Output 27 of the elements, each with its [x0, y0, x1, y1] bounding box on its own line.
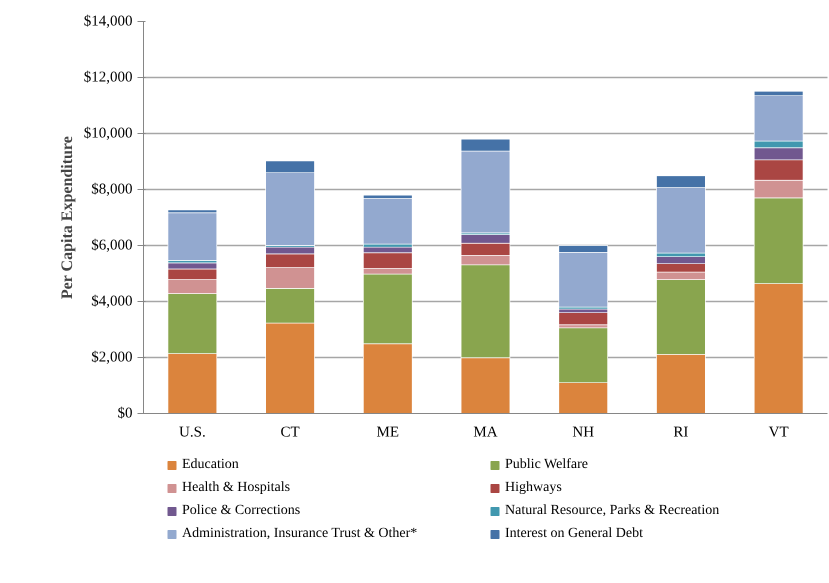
x-tick-label: NH — [572, 424, 594, 440]
legend-label: Police & Corrections — [182, 503, 302, 519]
legend-label: Natural Resource, Parks & Recreation — [505, 503, 720, 519]
x-tick-label: ME — [376, 424, 400, 440]
y-tick-label: $14,000 — [84, 14, 132, 30]
legend-label: Interest on General Debt — [505, 526, 644, 542]
y-tick-label: $0 — [118, 406, 132, 422]
x-tick-label: MA — [473, 424, 498, 440]
legend-label: Public Welfare — [505, 457, 589, 473]
legend-label: Health & Hospitals — [182, 480, 292, 496]
legend-label: Education — [182, 457, 240, 473]
y-axis-title: Per Capita Expenditure — [58, 136, 76, 300]
x-tick-label: RI — [673, 424, 688, 440]
x-tick-label: U.S. — [179, 424, 206, 440]
y-tick-label: $8,000 — [91, 182, 132, 198]
bar — [363, 198, 413, 244]
bar — [558, 312, 608, 326]
y-tick-label: $2,000 — [91, 350, 132, 366]
y-tick-label: $4,000 — [91, 294, 132, 310]
y-tick-label: $12,000 — [84, 70, 132, 86]
x-tick-label: VT — [768, 424, 789, 440]
legend-label: Administration, Insurance Trust & Other* — [182, 526, 418, 542]
y-tick-label: $6,000 — [91, 238, 132, 254]
legend-label: Highways — [505, 480, 563, 496]
x-tick-label: CT — [280, 424, 300, 440]
bar — [168, 212, 218, 261]
y-tick-label: $10,000 — [84, 126, 132, 142]
